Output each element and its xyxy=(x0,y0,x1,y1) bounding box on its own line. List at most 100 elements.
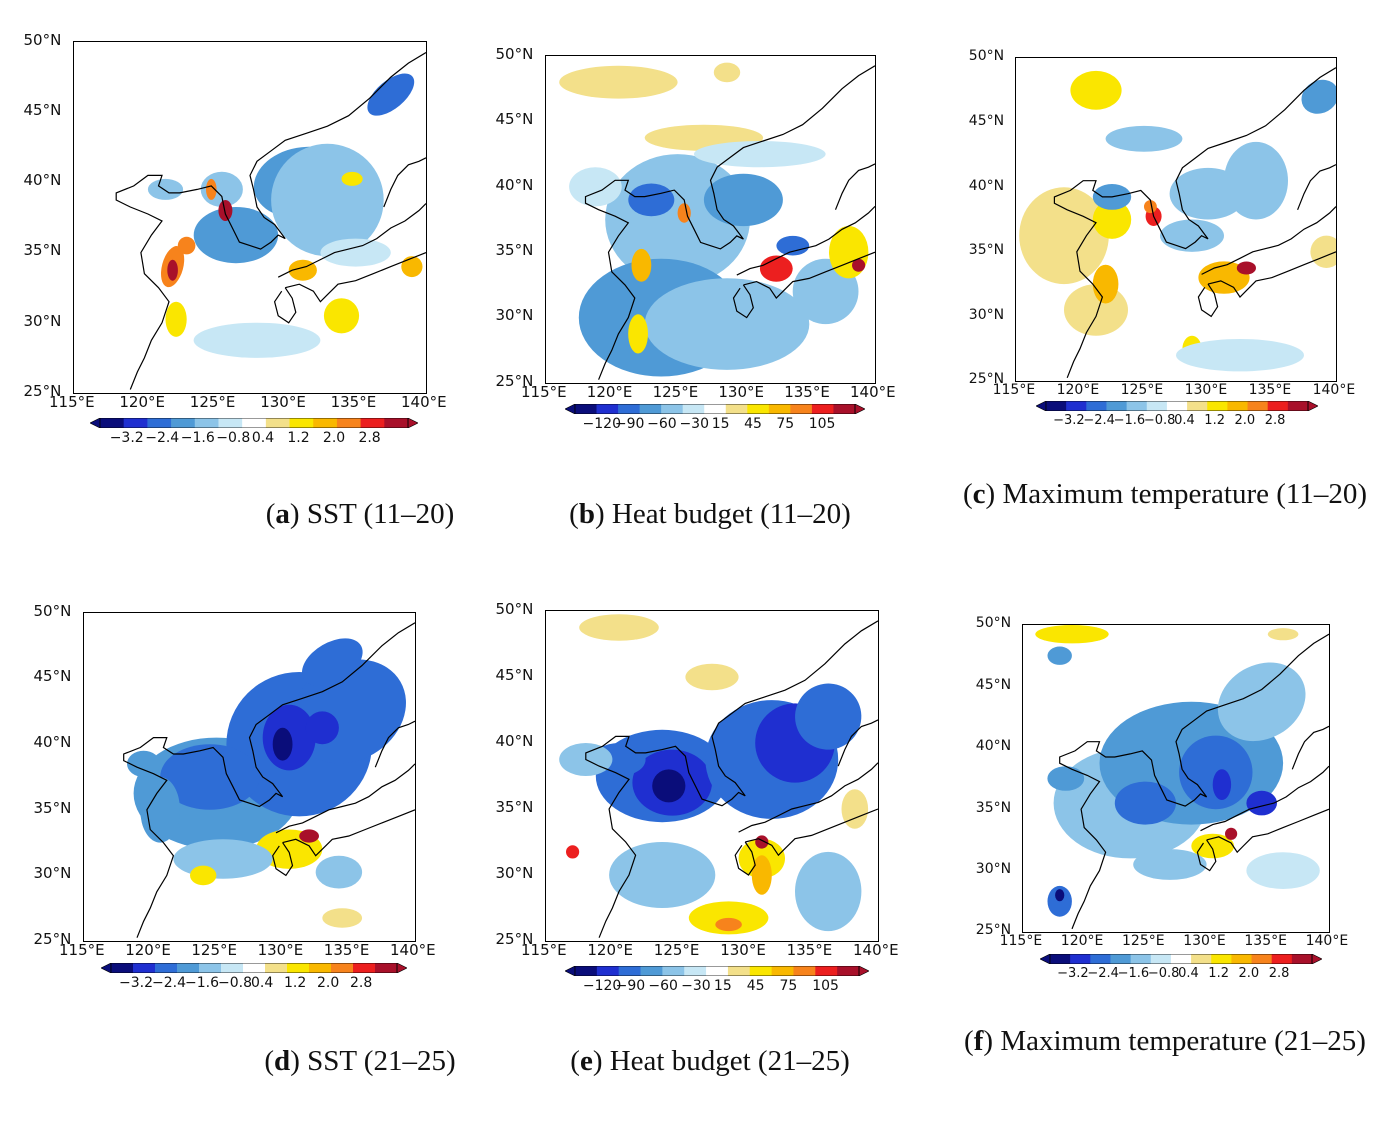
colorbar-segment xyxy=(1287,401,1309,411)
anomaly-patch xyxy=(206,178,217,200)
colorbar-segment xyxy=(639,404,662,414)
lon-tick-label: 115°E xyxy=(999,933,1043,949)
colorbar-tick-label: −2.4 xyxy=(1087,966,1119,981)
anomaly-patch xyxy=(751,855,772,895)
colorbar-tick-label: 0.4 xyxy=(251,975,274,991)
colorbar-segment xyxy=(682,404,705,414)
colorbar-tick-label: 2.8 xyxy=(350,975,373,991)
colorbar-segment xyxy=(218,418,243,428)
lat-tick-label: 30°N xyxy=(23,311,62,330)
caption-paren-open: ( xyxy=(265,498,276,530)
coastline xyxy=(1053,67,1336,379)
lat-tick-label: 45°N xyxy=(495,665,534,684)
colorbar-segment xyxy=(1146,401,1168,411)
colorbar-segment xyxy=(704,404,727,414)
anomaly-patch xyxy=(609,842,716,908)
colorbar-segment xyxy=(242,418,267,428)
panel-caption: (e) Heat budget (21–25) xyxy=(490,1043,930,1081)
anomaly-patch xyxy=(566,845,580,859)
anomaly-patch xyxy=(193,322,321,358)
map-frame xyxy=(73,41,427,394)
colorbar-tick-label: −0.8 xyxy=(218,975,252,991)
colorbar-extend-min xyxy=(1036,401,1047,411)
colorbar-extend-max xyxy=(854,404,865,414)
anomaly-patch xyxy=(322,908,363,928)
colorbar-tick-label: 0.4 xyxy=(251,430,275,446)
panel-caption: (f) Maximum temperature (21–25) xyxy=(945,1023,1385,1061)
colorbar-segment xyxy=(331,963,354,973)
anomaly-patch xyxy=(190,865,217,886)
coastline xyxy=(277,203,426,278)
colorbar-tick-label: −2.4 xyxy=(152,975,186,991)
anomaly-patch xyxy=(713,62,741,83)
caption-text: SST (21–25) xyxy=(307,1045,456,1077)
anomaly-patch xyxy=(1267,628,1299,641)
lat-tick-label: 40°N xyxy=(495,731,534,750)
colorbar-segment xyxy=(1086,401,1107,411)
colorbar xyxy=(90,418,418,428)
colorbar-tick-label: 2.8 xyxy=(1268,966,1290,981)
colorbar xyxy=(1040,954,1322,964)
colorbar-segment xyxy=(287,963,310,973)
map-frame xyxy=(1015,57,1337,382)
lat-tick-label: 30°N xyxy=(495,306,534,325)
colorbar-segment xyxy=(177,963,200,973)
caption-paren-open: ( xyxy=(570,1045,580,1077)
coastline xyxy=(275,763,415,834)
lat-tick-label: 45°N xyxy=(495,110,534,129)
colorbar-segment xyxy=(768,404,791,414)
anomaly-patch xyxy=(1217,662,1306,742)
lat-tick-label: 50°N xyxy=(23,30,62,49)
lon-tick-label: 130°E xyxy=(1183,933,1226,949)
lat-tick-label: 35°N xyxy=(33,798,72,817)
caption-letter: f xyxy=(973,1025,984,1057)
anomaly-patch xyxy=(165,301,187,337)
anomaly-field xyxy=(1035,625,1329,930)
colorbar-tick-label: 75 xyxy=(779,978,798,994)
colorbar-tick-label: −2.4 xyxy=(145,430,180,446)
coastline xyxy=(585,620,878,938)
caption-paren-close: ) xyxy=(985,478,1003,510)
anomaly-patch xyxy=(147,178,184,200)
colorbar-segment xyxy=(684,966,707,976)
lat-tick-label: 35°N xyxy=(495,797,534,816)
lon-tick-label: 135°E xyxy=(784,383,830,401)
colorbar-tick-label: 1.2 xyxy=(287,430,310,446)
coastline xyxy=(374,720,415,768)
anomaly-patch xyxy=(1246,790,1277,816)
coastline xyxy=(285,252,426,303)
colorbar-segment xyxy=(289,418,314,428)
coastline xyxy=(837,719,878,767)
colorbar-segment xyxy=(1170,954,1192,964)
coastline xyxy=(1200,765,1329,832)
lon-tick-label: 130°E xyxy=(1184,382,1228,398)
lon-tick-label: 135°E xyxy=(786,941,833,959)
colorbar-segment xyxy=(1191,954,1212,964)
lat-tick-label: 45°N xyxy=(975,676,1012,693)
colorbar-tick-label: −0.8 xyxy=(1147,966,1180,981)
caption-paren-close: ) xyxy=(289,498,307,530)
colorbar-extend-max xyxy=(1307,401,1318,411)
lon-tick-label: 140°E xyxy=(1312,382,1356,398)
lon-tick-label: 135°E xyxy=(1248,382,1292,398)
anomaly-patch xyxy=(1047,646,1072,665)
anomaly-patch xyxy=(167,259,178,281)
lat-tick-label: 30°N xyxy=(975,860,1012,877)
lon-tick-label: 125°E xyxy=(1120,382,1164,398)
colorbar-segment xyxy=(360,418,385,428)
anomaly-patch xyxy=(1092,200,1132,239)
colorbar-segment xyxy=(1227,401,1248,411)
colorbar-tick-label: 2.0 xyxy=(1238,966,1260,981)
colorbar-segment xyxy=(1050,954,1071,964)
caption-letter: d xyxy=(274,1045,291,1077)
anomaly-patch xyxy=(173,839,273,879)
lat-tick-label: 25°N xyxy=(23,381,62,400)
anomaly-patch xyxy=(694,141,826,168)
colorbar-segment xyxy=(133,963,156,973)
coastline xyxy=(383,157,426,208)
anomaly-patch xyxy=(177,236,196,255)
colorbar-tick-label: 1.2 xyxy=(1208,966,1229,981)
coastline xyxy=(745,808,878,857)
caption-letter: a xyxy=(275,498,290,530)
colorbar-tick-label: 75 xyxy=(776,416,795,432)
